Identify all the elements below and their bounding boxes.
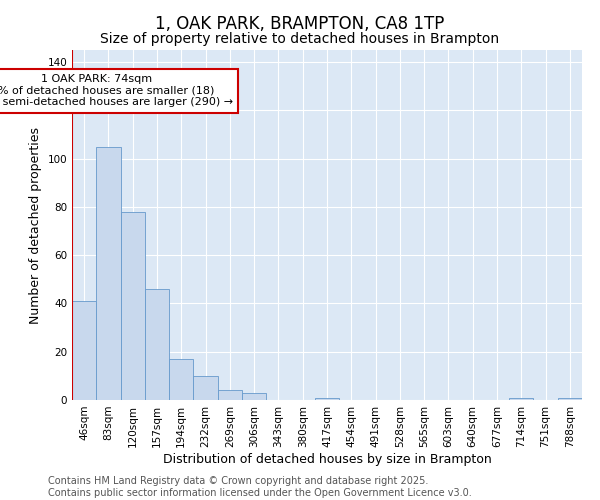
Bar <box>96 146 121 400</box>
Bar <box>509 398 533 400</box>
Bar <box>145 289 169 400</box>
Text: 1, OAK PARK, BRAMPTON, CA8 1TP: 1, OAK PARK, BRAMPTON, CA8 1TP <box>155 15 445 33</box>
Text: Size of property relative to detached houses in Brampton: Size of property relative to detached ho… <box>100 32 500 46</box>
Bar <box>218 390 242 400</box>
Y-axis label: Number of detached properties: Number of detached properties <box>29 126 42 324</box>
Text: 1 OAK PARK: 74sqm
← 6% of detached houses are smaller (18)
94% of semi-detached : 1 OAK PARK: 74sqm ← 6% of detached house… <box>0 74 233 108</box>
Bar <box>193 376 218 400</box>
X-axis label: Distribution of detached houses by size in Brampton: Distribution of detached houses by size … <box>163 452 491 466</box>
Bar <box>242 393 266 400</box>
Bar <box>315 398 339 400</box>
Bar <box>169 359 193 400</box>
Bar <box>121 212 145 400</box>
Text: Contains HM Land Registry data © Crown copyright and database right 2025.
Contai: Contains HM Land Registry data © Crown c… <box>48 476 472 498</box>
Bar <box>72 301 96 400</box>
Bar <box>558 398 582 400</box>
